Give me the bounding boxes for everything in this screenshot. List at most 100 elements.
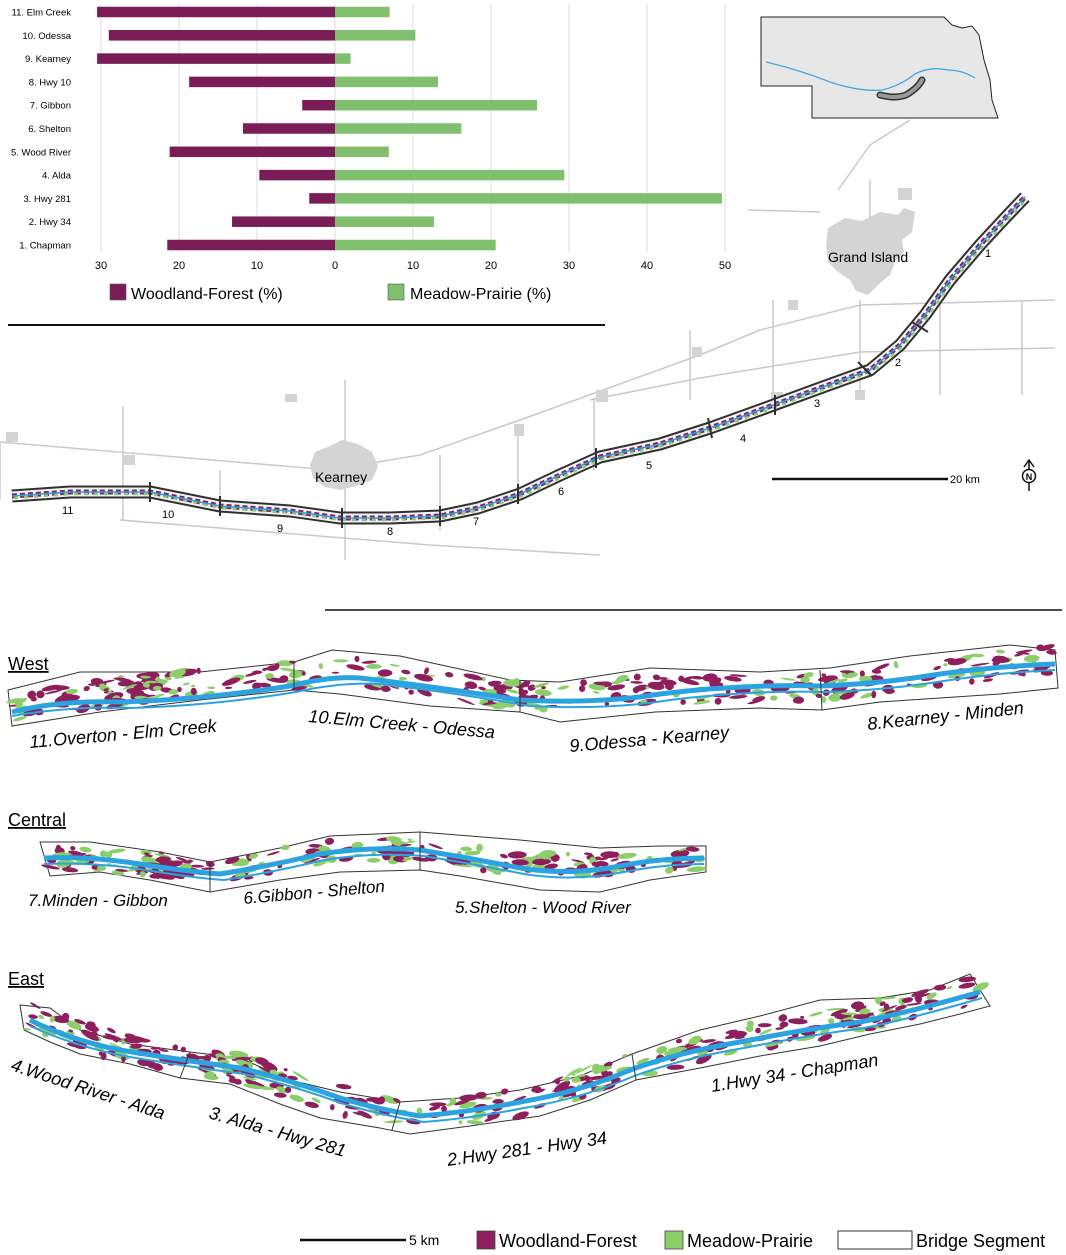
vegetation-patch [947, 658, 967, 666]
bar-meadow-prairie [335, 146, 389, 158]
vegetation-patch [688, 1035, 702, 1045]
segment-label: 7.Minden - Gibbon [28, 891, 168, 910]
vegetation-patch [992, 660, 1001, 666]
vegetation-patch [571, 1077, 581, 1083]
panel-central: Central 7.Minden - Gibbon 6.Gibbon - She… [8, 810, 707, 917]
chart-category-label: 8. Hwy 10 [29, 77, 71, 88]
vegetation-patch [158, 858, 173, 867]
vegetation-patch [274, 663, 280, 670]
vegetation-patch [207, 686, 216, 690]
vegetation-patch [666, 1064, 685, 1070]
vegetation-patch [723, 1049, 738, 1056]
scale-label-5km: 5 km [409, 1232, 439, 1248]
vegetation-patch [815, 693, 822, 699]
vegetation-patch [503, 679, 522, 687]
bar-chart: 11. Elm Creek 10. Odessa 9. Kearney 8. Hwy … [11, 4, 731, 303]
vegetation-patch [407, 838, 412, 841]
vegetation-patch [474, 1091, 487, 1099]
vegetation-patch [895, 1005, 907, 1011]
bar-woodland-forest [167, 239, 335, 251]
vegetation-patch [495, 1092, 502, 1097]
vegetation-patch [476, 843, 483, 852]
chart-tick-label: 50 [719, 260, 731, 272]
chart-tick-label: 30 [95, 260, 107, 272]
vegetation-patch [377, 669, 393, 677]
segment-number: 6 [558, 486, 564, 498]
vegetation-patch [679, 678, 700, 686]
vegetation-patch [874, 996, 883, 1005]
vegetation-patch [946, 986, 953, 990]
vegetation-patch [972, 982, 989, 992]
vegetation-patch [879, 1001, 886, 1006]
vegetation-patch [500, 853, 508, 859]
vegetation-patch [779, 1021, 789, 1028]
vegetation-patch [217, 1054, 237, 1060]
legend-meadow-label: Meadow-Prairie [687, 1231, 813, 1251]
west-river-channel [11, 669, 1056, 717]
vegetation-patch [68, 1029, 74, 1033]
bar-meadow-prairie [335, 30, 416, 41]
vegetation-patch [107, 1027, 116, 1034]
vegetation-patch [488, 681, 496, 687]
vegetation-patch [800, 676, 810, 684]
vegetation-patch [600, 851, 620, 859]
vegetation-patch [122, 684, 138, 690]
vegetation-patch [664, 866, 674, 874]
vegetation-patch [102, 1035, 117, 1040]
vegetation-patch [384, 1120, 404, 1124]
legend-bridge-swatch [837, 1230, 913, 1250]
vegetation-patch [324, 837, 335, 845]
vegetation-patch [604, 701, 610, 706]
vegetation-patch [366, 663, 382, 670]
segment-dividers [149, 321, 929, 528]
vegetation-patch [541, 686, 546, 690]
chart-category-label: 10. Odessa [22, 31, 71, 42]
chart-category-label: 6. Shelton [28, 124, 71, 135]
vegetation-patch [169, 668, 186, 678]
vegetation-patch [242, 679, 257, 684]
bar-woodland-forest [232, 216, 335, 227]
vegetation-patch [792, 696, 805, 704]
vegetation-patch [428, 1105, 441, 1111]
vegetation-patch [401, 669, 411, 675]
vegetation-patch [454, 1099, 471, 1106]
vegetation-patch [693, 700, 711, 705]
vegetation-patch [757, 1023, 772, 1028]
vegetation-patch [14, 703, 24, 708]
vegetation-patch [416, 1107, 423, 1115]
vegetation-patch [378, 1096, 386, 1104]
segment-number: 10 [162, 509, 174, 521]
vegetation-patch [28, 1014, 38, 1019]
vegetation-patch [313, 859, 328, 867]
city-label-grand-island: Grand Island [828, 249, 908, 265]
vegetation-patch [534, 689, 552, 697]
vegetation-patch [44, 689, 62, 695]
vegetation-patch [380, 1095, 399, 1105]
vegetation-patch [331, 671, 340, 674]
vegetation-patch [536, 853, 551, 860]
vegetation-patch [685, 846, 700, 852]
bar-meadow-prairie [335, 239, 496, 251]
vegetation-patch [50, 685, 70, 691]
vegetation-patch [584, 1075, 590, 1082]
vegetation-patch [408, 689, 414, 695]
panel-title-east: East [8, 969, 44, 989]
vegetation-patch [144, 852, 150, 856]
vegetation-patch [284, 1086, 292, 1093]
vegetation-patch [617, 852, 637, 859]
vegetation-patch [12, 716, 27, 722]
vegetation-patch [926, 992, 937, 1000]
vegetation-patch [175, 856, 189, 863]
east-river-channel [29, 997, 983, 1124]
vegetation-patch [874, 663, 890, 671]
vegetation-patch [66, 1020, 82, 1030]
vegetation-patch [670, 849, 690, 858]
vegetation-patch [911, 989, 930, 997]
bar-woodland-forest [189, 76, 335, 88]
chart-tick-label: 0 [332, 260, 338, 272]
vegetation-patch [398, 676, 407, 681]
vegetation-patch [417, 688, 432, 697]
vegetation-patch [356, 1097, 368, 1104]
vegetation-patch [647, 681, 665, 690]
